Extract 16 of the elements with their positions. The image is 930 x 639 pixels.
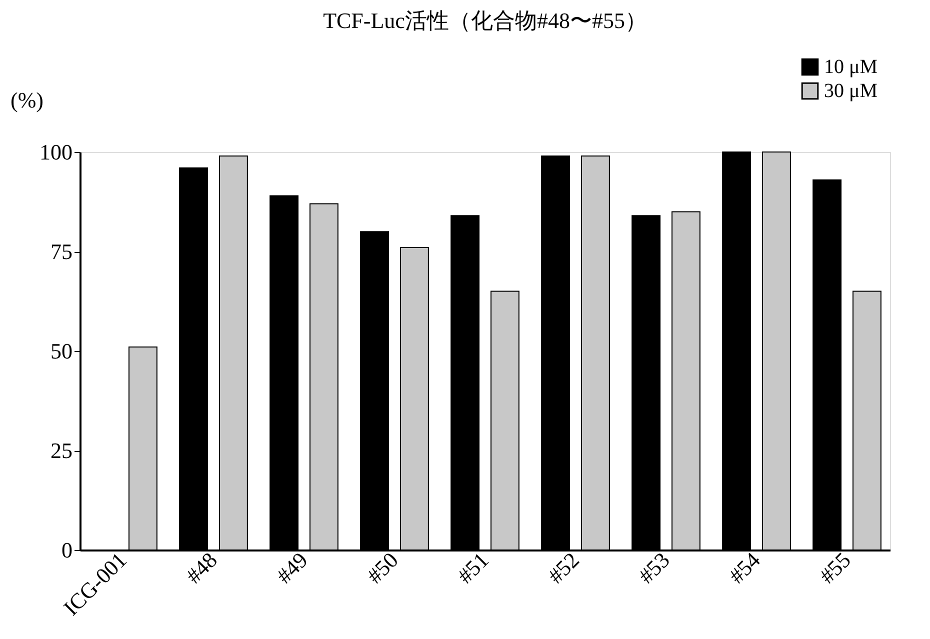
x-tick-label: #50 bbox=[362, 547, 403, 588]
x-tick-label: #51 bbox=[452, 547, 494, 588]
x-tick-label: #49 bbox=[271, 547, 312, 588]
x-tick-label: #48 bbox=[180, 547, 222, 588]
y-tick-label: 50 bbox=[50, 338, 72, 364]
y-tick-label: 100 bbox=[40, 140, 72, 164]
x-tick-label: #54 bbox=[724, 547, 765, 588]
legend-label: 30 μM bbox=[824, 80, 878, 102]
legend-label: 10 μM bbox=[824, 56, 878, 78]
x-tick-label: #52 bbox=[542, 547, 584, 588]
y-axis-title: (%) bbox=[10, 88, 44, 112]
x-tick-label: #53 bbox=[633, 547, 674, 588]
x-tick-label: #55 bbox=[814, 547, 856, 588]
y-tick-label: 75 bbox=[50, 239, 72, 264]
y-tick-label: 25 bbox=[50, 438, 72, 463]
chart-title: TCF-Luc活性（化合物#48〜#55） bbox=[323, 8, 647, 33]
